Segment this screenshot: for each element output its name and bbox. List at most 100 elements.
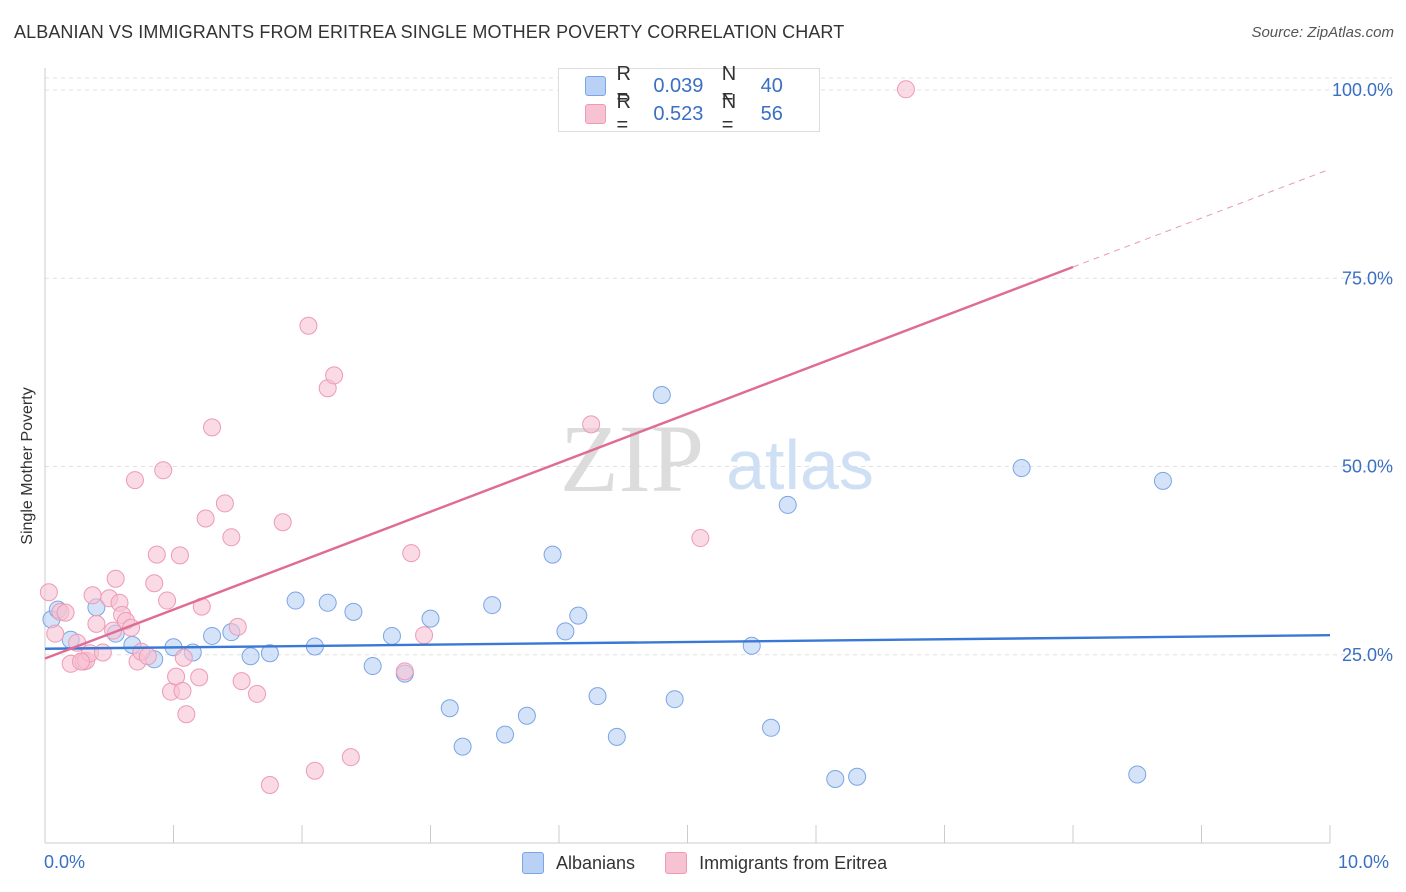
eritrea-point xyxy=(325,366,344,385)
eritrea-point xyxy=(106,569,125,588)
chart-title: ALBANIAN VS IMMIGRANTS FROM ERITREA SING… xyxy=(14,22,845,42)
albanian-point xyxy=(363,657,382,676)
y-tick-label: 100.0% xyxy=(1332,80,1393,100)
eritrea-point xyxy=(582,415,601,434)
albanian-point xyxy=(543,545,562,564)
eritrea-point xyxy=(173,681,192,700)
albanian-point xyxy=(344,602,363,621)
y-axis-label: Single Mother Poverty xyxy=(19,387,36,545)
eritrea-point xyxy=(203,418,222,437)
legend-item-albanians: Albanians xyxy=(522,852,635,874)
eritrea-point xyxy=(56,603,75,622)
stats-legend: R = 0.039 N = 40 R = 0.523 N = 56 xyxy=(558,63,820,136)
albanian-point xyxy=(318,593,337,612)
albanian-point xyxy=(826,770,845,788)
x-tick-min: 0.0% xyxy=(44,852,86,872)
eritrea-point xyxy=(145,574,164,593)
legend-row-albanians: R = 0.039 N = 40 xyxy=(585,63,819,108)
eritrea-point xyxy=(228,617,247,636)
legend-r-label: R = xyxy=(616,91,631,136)
albanian-point xyxy=(241,647,260,666)
y-tick-label: 75.0% xyxy=(1342,268,1393,288)
eritrea-legend-swatch xyxy=(665,852,688,874)
albanian-point xyxy=(1012,459,1031,478)
eritrea-swatch xyxy=(585,104,607,124)
albanian-point xyxy=(1128,765,1147,784)
x-tick-max: 10.0% xyxy=(1338,852,1390,872)
albanian-point xyxy=(260,644,279,663)
legend-row-eritrea: R = 0.523 N = 56 xyxy=(585,91,819,136)
albanian-point xyxy=(742,636,761,655)
legend-n-label: N = xyxy=(721,63,737,108)
eritrea-point xyxy=(83,586,102,605)
eritrea-point xyxy=(248,684,267,703)
eritrea-point xyxy=(196,509,215,528)
y-tick-labels: 25.0% 50.0% 75.0% 100.0% xyxy=(1332,80,1393,665)
eritrea-point xyxy=(87,614,106,633)
legend-n-value: 40 xyxy=(760,74,783,97)
albanian-point xyxy=(382,626,401,645)
albanians-swatch xyxy=(585,76,607,96)
albanian-point xyxy=(286,591,305,610)
albanian-point xyxy=(453,737,472,756)
eritrea-point xyxy=(691,529,710,548)
eritrea-point xyxy=(305,761,324,780)
eritrea-point xyxy=(896,80,915,99)
eritrea-point xyxy=(395,662,414,681)
series-legend: Albanians Immigrants from Eritrea xyxy=(522,852,917,874)
albanian-point xyxy=(517,706,536,725)
eritrea-point xyxy=(170,546,189,565)
trend-line xyxy=(44,265,1074,660)
albanians-legend-swatch xyxy=(522,852,544,874)
albanian-point xyxy=(203,626,222,645)
axes xyxy=(44,68,1331,844)
eritrea-point xyxy=(147,545,166,564)
albanian-point xyxy=(762,718,781,737)
legend-r-value: 0.039 xyxy=(653,74,704,97)
legend-n-value: 56 xyxy=(760,102,783,125)
eritrea-point xyxy=(190,668,209,687)
eritrea-point xyxy=(158,591,177,610)
eritrea-point xyxy=(138,647,157,666)
eritrea-point xyxy=(215,494,234,513)
eritrea-point xyxy=(415,626,434,645)
legend-r-value: 0.523 xyxy=(653,102,704,125)
albanian-point xyxy=(496,725,515,744)
albanian-point xyxy=(421,609,440,628)
eritrea-point xyxy=(341,748,360,767)
eritrea-point xyxy=(46,624,65,643)
eritrea-point xyxy=(222,528,241,547)
albanian-point xyxy=(556,622,575,641)
eritrea-point xyxy=(39,583,58,602)
eritrea-point xyxy=(125,471,144,490)
eritrea-point xyxy=(154,461,173,480)
albanian-point xyxy=(848,767,867,786)
eritrea-point xyxy=(273,513,292,532)
watermark-zip: ZIP xyxy=(560,405,704,512)
legend-n-label: N = xyxy=(721,91,737,136)
source-credit: Source: ZipAtlas.com xyxy=(1251,24,1394,41)
albanian-point xyxy=(588,687,607,706)
legend-label-albanians: Albanians xyxy=(556,852,636,873)
eritrea-point xyxy=(174,648,193,667)
legend-r-label: R = xyxy=(616,63,631,108)
legend-item-eritrea: Immigrants from Eritrea xyxy=(665,852,887,874)
eritrea-point xyxy=(260,776,279,795)
albanian-point xyxy=(778,495,797,514)
albanian-point xyxy=(483,596,502,615)
trend-line xyxy=(44,633,1331,650)
y-tick-label: 50.0% xyxy=(1342,457,1393,477)
eritrea-point xyxy=(71,652,90,671)
grid-lines xyxy=(45,77,1392,656)
eritrea-point xyxy=(93,643,112,662)
y-tick-label: 25.0% xyxy=(1342,645,1393,665)
eritrea-point xyxy=(177,705,196,724)
albanian-point xyxy=(1153,471,1172,490)
eritrea-point xyxy=(402,544,421,563)
trend-lines xyxy=(44,168,1331,660)
albanian-point xyxy=(440,699,459,718)
eritrea-point xyxy=(232,672,251,691)
eritrea-point xyxy=(299,316,318,335)
albanian-point xyxy=(607,727,626,746)
